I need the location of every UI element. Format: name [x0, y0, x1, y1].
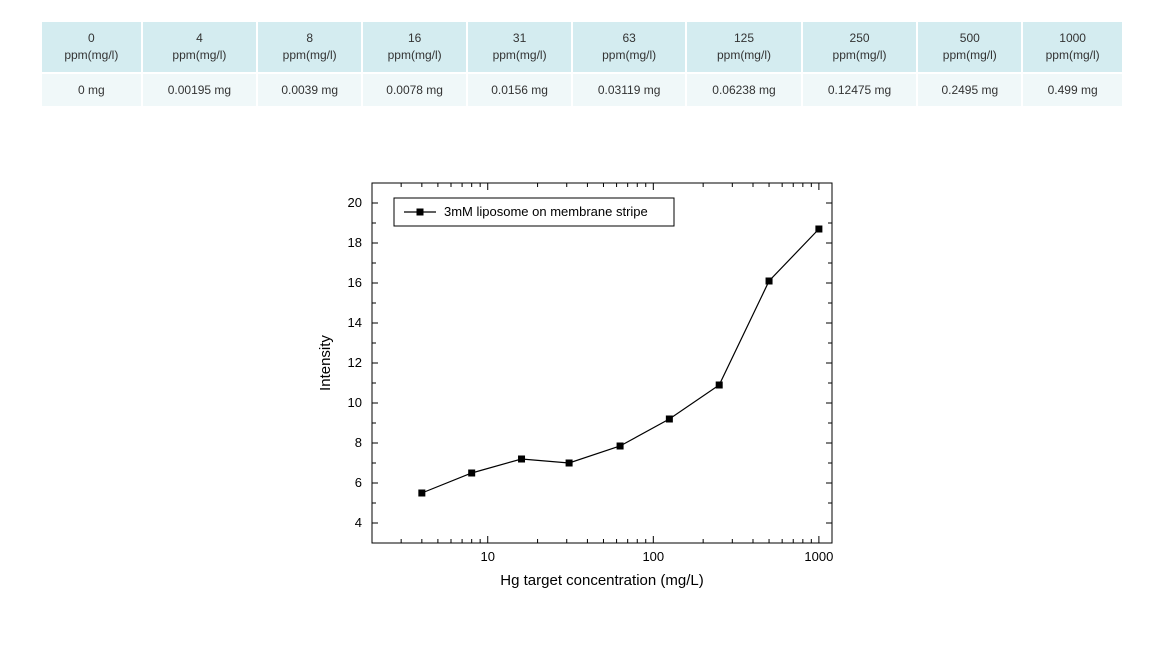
mass-cell: 0.2495 mg — [918, 74, 1021, 107]
mass-cell: 0 mg — [42, 74, 141, 107]
y-tick-label: 18 — [348, 235, 362, 250]
ppm-value: 8 — [262, 30, 357, 47]
mass-cell: 0.499 mg — [1023, 74, 1122, 107]
mass-cell: 0.06238 mg — [687, 74, 801, 107]
ppm-unit: ppm(mg/l) — [46, 47, 137, 64]
chart-container: 4 6 8 10 12 14 16 18 20 10 100 1000 Hg target concen… — [40, 168, 1124, 608]
ppm-unit: ppm(mg/l) — [262, 47, 357, 64]
y-tick-label: 12 — [348, 355, 362, 370]
column-header: 16ppm(mg/l) — [363, 22, 466, 72]
ppm-value: 125 — [691, 30, 797, 47]
table-data-row: 0 mg0.00195 mg0.0039 mg0.0078 mg0.0156 m… — [42, 74, 1122, 107]
concentration-table: 0ppm(mg/l)4ppm(mg/l)8ppm(mg/l)16ppm(mg/l… — [40, 20, 1124, 108]
series-marker — [666, 416, 672, 422]
ppm-value: 4 — [147, 30, 253, 47]
x-tick-label: 100 — [642, 549, 664, 564]
ppm-value: 63 — [577, 30, 681, 47]
table-header-row: 0ppm(mg/l)4ppm(mg/l)8ppm(mg/l)16ppm(mg/l… — [42, 22, 1122, 72]
series-marker — [617, 443, 623, 449]
ppm-unit: ppm(mg/l) — [367, 47, 462, 64]
y-tick-label: 16 — [348, 275, 362, 290]
ppm-unit: ppm(mg/l) — [1027, 47, 1118, 64]
ppm-value: 0 — [46, 30, 137, 47]
mass-cell: 0.03119 mg — [573, 74, 685, 107]
y-tick-label: 20 — [348, 195, 362, 210]
legend-label: 3mM liposome on membrane stripe — [444, 204, 648, 219]
column-header: 8ppm(mg/l) — [258, 22, 361, 72]
y-tick-label: 6 — [355, 475, 362, 490]
plot-border — [372, 183, 832, 543]
ppm-unit: ppm(mg/l) — [577, 47, 681, 64]
series-marker — [469, 470, 475, 476]
column-header: 63ppm(mg/l) — [573, 22, 685, 72]
ppm-value: 250 — [807, 30, 913, 47]
ppm-value: 1000 — [1027, 30, 1118, 47]
intensity-chart: 4 6 8 10 12 14 16 18 20 10 100 1000 Hg target concen… — [302, 168, 862, 608]
y-tick-label: 4 — [355, 515, 362, 530]
series-marker — [816, 226, 822, 232]
column-header: 1000ppm(mg/l) — [1023, 22, 1122, 72]
series-marker — [766, 278, 772, 284]
x-tick-label: 1000 — [804, 549, 833, 564]
series-marker — [716, 382, 722, 388]
series-line — [422, 229, 819, 493]
x-tick-label: 10 — [480, 549, 494, 564]
mass-cell: 0.00195 mg — [143, 74, 257, 107]
mass-cell: 0.0156 mg — [468, 74, 571, 107]
y-axis-label: Intensity — [317, 335, 334, 391]
y-tick-label: 8 — [355, 435, 362, 450]
ppm-unit: ppm(mg/l) — [472, 47, 567, 64]
series-marker — [419, 490, 425, 496]
legend-marker — [417, 209, 423, 215]
column-header: 0ppm(mg/l) — [42, 22, 141, 72]
ppm-value: 500 — [922, 30, 1017, 47]
column-header: 125ppm(mg/l) — [687, 22, 801, 72]
ppm-unit: ppm(mg/l) — [807, 47, 913, 64]
column-header: 250ppm(mg/l) — [803, 22, 917, 72]
mass-cell: 0.12475 mg — [803, 74, 917, 107]
ppm-unit: ppm(mg/l) — [922, 47, 1017, 64]
column-header: 500ppm(mg/l) — [918, 22, 1021, 72]
series-marker — [519, 456, 525, 462]
column-header: 4ppm(mg/l) — [143, 22, 257, 72]
ppm-unit: ppm(mg/l) — [691, 47, 797, 64]
ppm-unit: ppm(mg/l) — [147, 47, 253, 64]
ppm-value: 16 — [367, 30, 462, 47]
y-tick-label: 14 — [348, 315, 362, 330]
x-axis-label: Hg target concentration (mg/L) — [500, 572, 703, 589]
chart-svg: 4 6 8 10 12 14 16 18 20 10 100 1000 Hg target concen… — [302, 168, 862, 608]
mass-cell: 0.0078 mg — [363, 74, 466, 107]
y-tick-label: 10 — [348, 395, 362, 410]
series-marker — [566, 460, 572, 466]
ppm-value: 31 — [472, 30, 567, 47]
mass-cell: 0.0039 mg — [258, 74, 361, 107]
column-header: 31ppm(mg/l) — [468, 22, 571, 72]
